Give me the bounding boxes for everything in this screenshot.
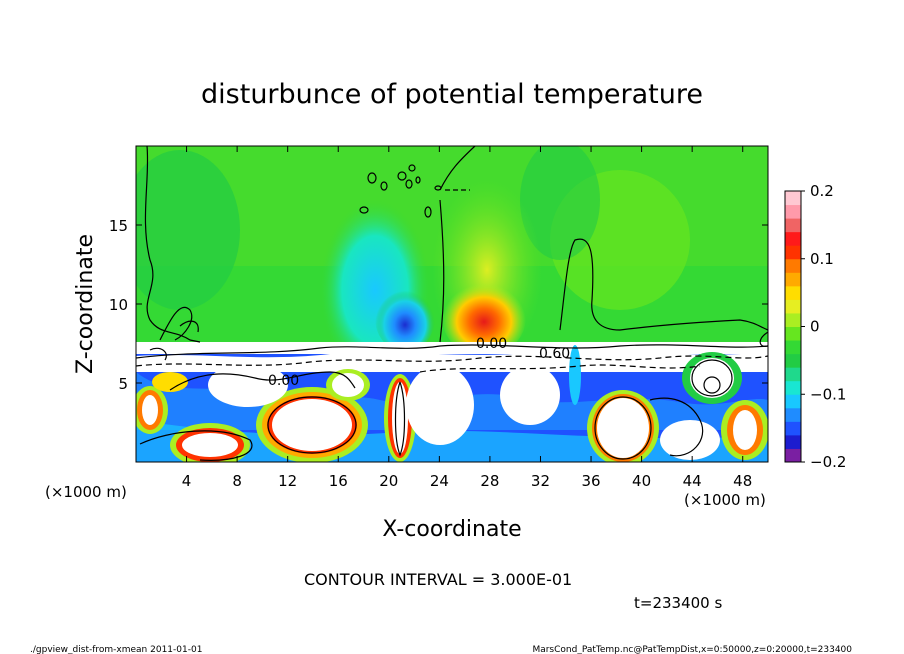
colorbar-swatch-8 (785, 340, 801, 355)
contour-speckles (149, 164, 768, 361)
y-tick-label-1: 10 (109, 296, 128, 314)
colorbar-swatch-1 (785, 434, 801, 449)
x-unit-right: (×1000 m) (684, 491, 766, 509)
colorbar-swatch-6 (785, 367, 801, 382)
colorbar-label-2: 0 (810, 318, 820, 336)
colorbar-label-1: 0.1 (810, 250, 834, 268)
x-axis: 4 8 12 16 20 24 28 32 36 40 44 48 (182, 146, 752, 490)
plume-1 (256, 387, 368, 462)
y-tick-label-0: 5 (118, 375, 128, 393)
plume-4 (136, 386, 168, 434)
colorbar-label-0: 0.2 (810, 182, 834, 200)
colorbar-swatch-9 (785, 326, 801, 341)
colorbar-swatch-17 (785, 218, 801, 233)
colorbar-swatch-18 (785, 204, 801, 219)
x-tick-label-1: 8 (232, 472, 242, 490)
y-tick-label-2: 15 (109, 217, 128, 235)
contour-label-2: 0.60 (539, 346, 570, 362)
contour-labels: 0.00 0.60 0.00 (268, 336, 570, 389)
colorbar-swatch-0 (785, 448, 801, 463)
colorbar-label-4: −0.2 (810, 453, 846, 471)
colorbar: 0.2 0.1 0 −0.1 −0.2 (784, 182, 846, 471)
x-tick-label-9: 40 (632, 472, 651, 490)
chart-title: disturbunce of potential temperature (201, 79, 703, 110)
plume-8 (152, 345, 720, 460)
footer-right: MarsCond_PatTemp.nc@PatTempDist,x=0:5000… (532, 645, 852, 654)
colorbar-swatch-5 (785, 380, 801, 395)
colorbar-swatch-7 (785, 353, 801, 368)
x-tick-label-0: 4 (182, 472, 192, 490)
x-tick-label-11: 48 (733, 472, 752, 490)
contour-label-1: 0.00 (476, 336, 507, 352)
colorbar-swatch-4 (785, 394, 801, 409)
time-stamp: t=233400 s (634, 594, 722, 612)
footer-left: ./gpview_dist-from-xmean 2011-01-01 (30, 645, 202, 654)
y-axis: 5 10 15 (109, 217, 768, 393)
x-axis-label: X-coordinate (382, 517, 521, 542)
contour-field (136, 146, 768, 462)
colorbar-swatch-12 (785, 285, 801, 300)
colorbar-swatch-15 (785, 245, 801, 260)
x-tick-label-5: 24 (430, 472, 449, 490)
colorbar-label-3: −0.1 (810, 385, 846, 403)
contour-interval: CONTOUR INTERVAL = 3.000E-01 (304, 570, 572, 589)
x-tick-label-8: 36 (581, 472, 600, 490)
colorbar-swatch-16 (785, 231, 801, 246)
colorbar-swatch-13 (785, 272, 801, 287)
colorbar-swatch-14 (785, 258, 801, 273)
x-tick-label-7: 32 (531, 472, 550, 490)
plume-6 (721, 400, 768, 460)
plume-7 (682, 352, 742, 404)
x-unit-left: (×1000 m) (45, 483, 127, 501)
colorbar-swatch-3 (785, 407, 801, 422)
colorbar-swatch-11 (785, 299, 801, 314)
x-tick-label-2: 12 (278, 472, 297, 490)
contour-lines (136, 146, 768, 461)
colorbar-swatch-2 (785, 421, 801, 436)
colorbar-swatch-19 (785, 191, 801, 206)
contour-label-3: 0.00 (268, 373, 299, 389)
y-axis-label: Z-coordinate (73, 234, 98, 374)
x-tick-label-3: 16 (329, 472, 348, 490)
colorbar-swatch-10 (785, 312, 801, 327)
x-tick-label-4: 20 (379, 472, 398, 490)
x-tick-label-6: 28 (480, 472, 499, 490)
x-tick-label-10: 44 (683, 472, 702, 490)
plume-3 (587, 390, 659, 462)
